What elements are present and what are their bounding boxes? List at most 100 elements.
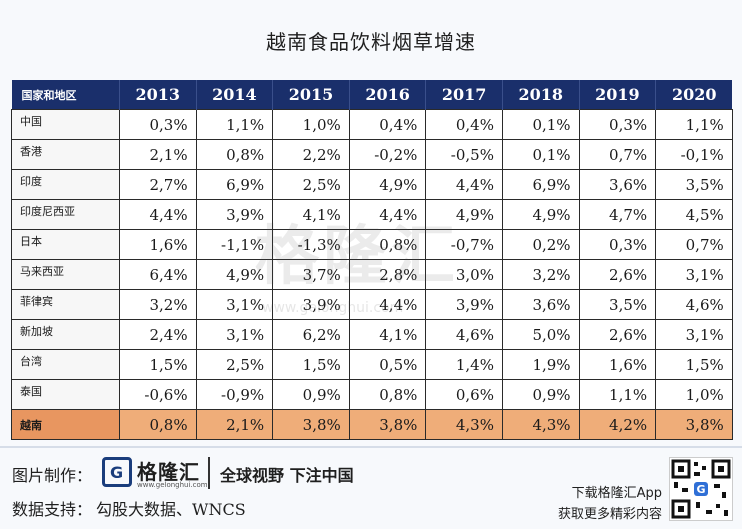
- growth-table-container: 国家和地区 2013 2014 2015 2016 2017 2018 2019 2020 中…: [11, 80, 733, 440]
- growth-value-cell: 0,1%: [501, 109, 580, 140]
- growth-value-cell: 3,9%: [425, 289, 503, 320]
- growth-value-cell: 6,4%: [119, 259, 197, 290]
- growth-value-cell: 4,9%: [501, 199, 580, 230]
- growth-value-cell: 1,1%: [655, 109, 733, 140]
- growth-value-cell: 0,8%: [348, 379, 427, 410]
- growth-value-cell: 3,1%: [195, 289, 274, 320]
- table-row: 马来西亚 6,4% 4,9% 3,7% 2,8% 3,0% 3,2% 2,6% 3,1%: [11, 259, 733, 290]
- growth-value-cell: 1,5%: [272, 349, 350, 380]
- growth-value-cell: 0,2%: [501, 229, 580, 260]
- growth-value-cell: 0,5%: [348, 349, 427, 380]
- growth-value-cell: 4,4%: [119, 199, 197, 230]
- growth-value-cell: 0,6%: [425, 379, 503, 410]
- svg-text:G: G: [696, 483, 705, 496]
- growth-value-cell: 3,8%: [348, 409, 427, 440]
- growth-value-cell: -0,2%: [348, 139, 427, 170]
- growth-value-cell: 3,6%: [501, 289, 580, 320]
- region-column-header: 国家和地区: [11, 80, 120, 110]
- growth-value-cell: 1,5%: [119, 349, 197, 380]
- growth-value-cell: 0,3%: [119, 109, 197, 140]
- growth-value-cell: 4,9%: [348, 169, 427, 200]
- growth-value-cell: 3,5%: [655, 169, 733, 200]
- growth-value-cell: 2,2%: [272, 139, 350, 170]
- growth-value-cell: -0,6%: [119, 379, 197, 410]
- growth-value-cell: 0,8%: [119, 409, 197, 440]
- table-row: 中国 0,3% 1,1% 1,0% 0,4% 0,4% 0,1% 0,3% 1,1%: [11, 109, 733, 140]
- growth-value-cell: 0,9%: [501, 379, 580, 410]
- data-source: 勾股大数据、WNCS: [96, 500, 246, 519]
- year-column-header: 2014: [195, 80, 273, 110]
- growth-value-cell: 4,4%: [348, 199, 427, 230]
- year-column-header: 2013: [119, 80, 197, 110]
- growth-value-cell: 2,1%: [119, 139, 197, 170]
- table-row: 泰国 -0,6% -0,9% 0,9% 0,8% 0,6% 0,9% 1,1% 1,0%: [11, 379, 733, 410]
- logo-divider: [208, 457, 210, 489]
- slogan: 全球视野 下注中国: [220, 466, 354, 485]
- growth-value-cell: 4,1%: [272, 199, 350, 230]
- year-column-header: 2018: [501, 80, 580, 110]
- made-by-label: 图片制作：: [12, 466, 93, 485]
- growth-value-cell: 3,1%: [655, 319, 733, 350]
- growth-value-cell: 0,8%: [195, 139, 274, 170]
- growth-value-cell: 1,6%: [578, 349, 657, 380]
- growth-value-cell: 6,2%: [272, 319, 350, 350]
- year-column-header: 2017: [425, 80, 503, 110]
- growth-value-cell: 4,3%: [501, 409, 580, 440]
- growth-value-cell: 1,0%: [272, 109, 350, 140]
- table-body: 中国 0,3% 1,1% 1,0% 0,4% 0,4% 0,1% 0,3% 1,1% 香港 2,1%…: [11, 109, 733, 440]
- growth-value-cell: 3,1%: [655, 259, 733, 290]
- growth-value-cell: 3,9%: [272, 289, 350, 320]
- growth-value-cell: 4,6%: [655, 289, 733, 320]
- growth-value-cell: 0,3%: [578, 109, 657, 140]
- gelonghui-g-logo-icon: G: [102, 457, 132, 487]
- growth-value-cell: -0,5%: [425, 139, 503, 170]
- table-row: 香港 2,1% 0,8% 2,2% -0,2% -0,5% 0,1% 0,7% -0,1%: [11, 139, 733, 170]
- table-row: 新加坡 2,4% 3,1% 6,2% 4,1% 4,6% 5,0% 2,6% 3,1%: [11, 319, 733, 350]
- growth-value-cell: 4,7%: [578, 199, 657, 230]
- page-title: 越南食品饮料烟草增速: [266, 30, 476, 54]
- logo-name: 格隆汇: [137, 460, 200, 484]
- region-cell: 越南: [11, 409, 120, 440]
- growth-value-cell: 1,6%: [119, 229, 197, 260]
- app-download-text: 下载格隆汇App: [571, 486, 662, 501]
- growth-value-cell: 2,8%: [348, 259, 427, 290]
- table-row: 越南 0,8% 2,1% 3,8% 3,8% 4,3% 4,3% 4,2% 3,8%: [11, 409, 733, 440]
- qr-code-icon[interactable]: G: [669, 457, 733, 521]
- growth-value-cell: 3,2%: [501, 259, 580, 290]
- source-label: 数据支持：: [12, 500, 93, 519]
- region-cell: 泰国: [11, 379, 120, 410]
- table-row: 台湾 1,5% 2,5% 1,5% 0,5% 1,4% 1,9% 1,6% 1,5%: [11, 349, 733, 380]
- growth-value-cell: -1,3%: [272, 229, 350, 260]
- growth-value-cell: 1,4%: [425, 349, 503, 380]
- growth-value-cell: 3,8%: [655, 409, 733, 440]
- app-more-content-text: 获取更多精彩内容: [557, 507, 662, 522]
- year-column-header: 2019: [578, 80, 656, 110]
- year-column-header: 2020: [655, 80, 733, 110]
- growth-value-cell: 2,7%: [119, 169, 197, 200]
- footer-divider: [0, 446, 742, 448]
- growth-value-cell: 3,8%: [272, 409, 350, 440]
- growth-value-cell: 4,9%: [195, 259, 274, 290]
- growth-value-cell: 4,4%: [348, 289, 427, 320]
- growth-value-cell: 3,6%: [578, 169, 657, 200]
- growth-value-cell: 0,7%: [578, 139, 657, 170]
- growth-value-cell: 4,1%: [348, 319, 427, 350]
- growth-value-cell: 2,6%: [578, 259, 657, 290]
- logo-letter: G: [110, 463, 124, 482]
- growth-value-cell: -0,7%: [425, 229, 503, 260]
- growth-value-cell: -0,9%: [195, 379, 274, 410]
- logo-url: www.gelonghui.com: [137, 481, 208, 489]
- growth-value-cell: 0,4%: [425, 109, 503, 140]
- growth-value-cell: 0,8%: [348, 229, 427, 260]
- growth-value-cell: 3,2%: [119, 289, 197, 320]
- table-header-row: 国家和地区 2013 2014 2015 2016 2017 2018 2019 2020: [11, 80, 733, 110]
- growth-value-cell: 4,9%: [425, 199, 503, 230]
- growth-value-cell: 0,4%: [348, 109, 427, 140]
- growth-value-cell: 4,4%: [425, 169, 503, 200]
- region-cell: 菲律宾: [11, 289, 120, 320]
- growth-value-cell: 3,7%: [272, 259, 350, 290]
- growth-value-cell: 2,5%: [272, 169, 350, 200]
- year-column-header: 2016: [348, 80, 426, 110]
- growth-value-cell: 0,7%: [655, 229, 733, 260]
- table-row: 印度尼西亚 4,4% 3,9% 4,1% 4,4% 4,9% 4,9% 4,7% 4,5%: [11, 199, 733, 230]
